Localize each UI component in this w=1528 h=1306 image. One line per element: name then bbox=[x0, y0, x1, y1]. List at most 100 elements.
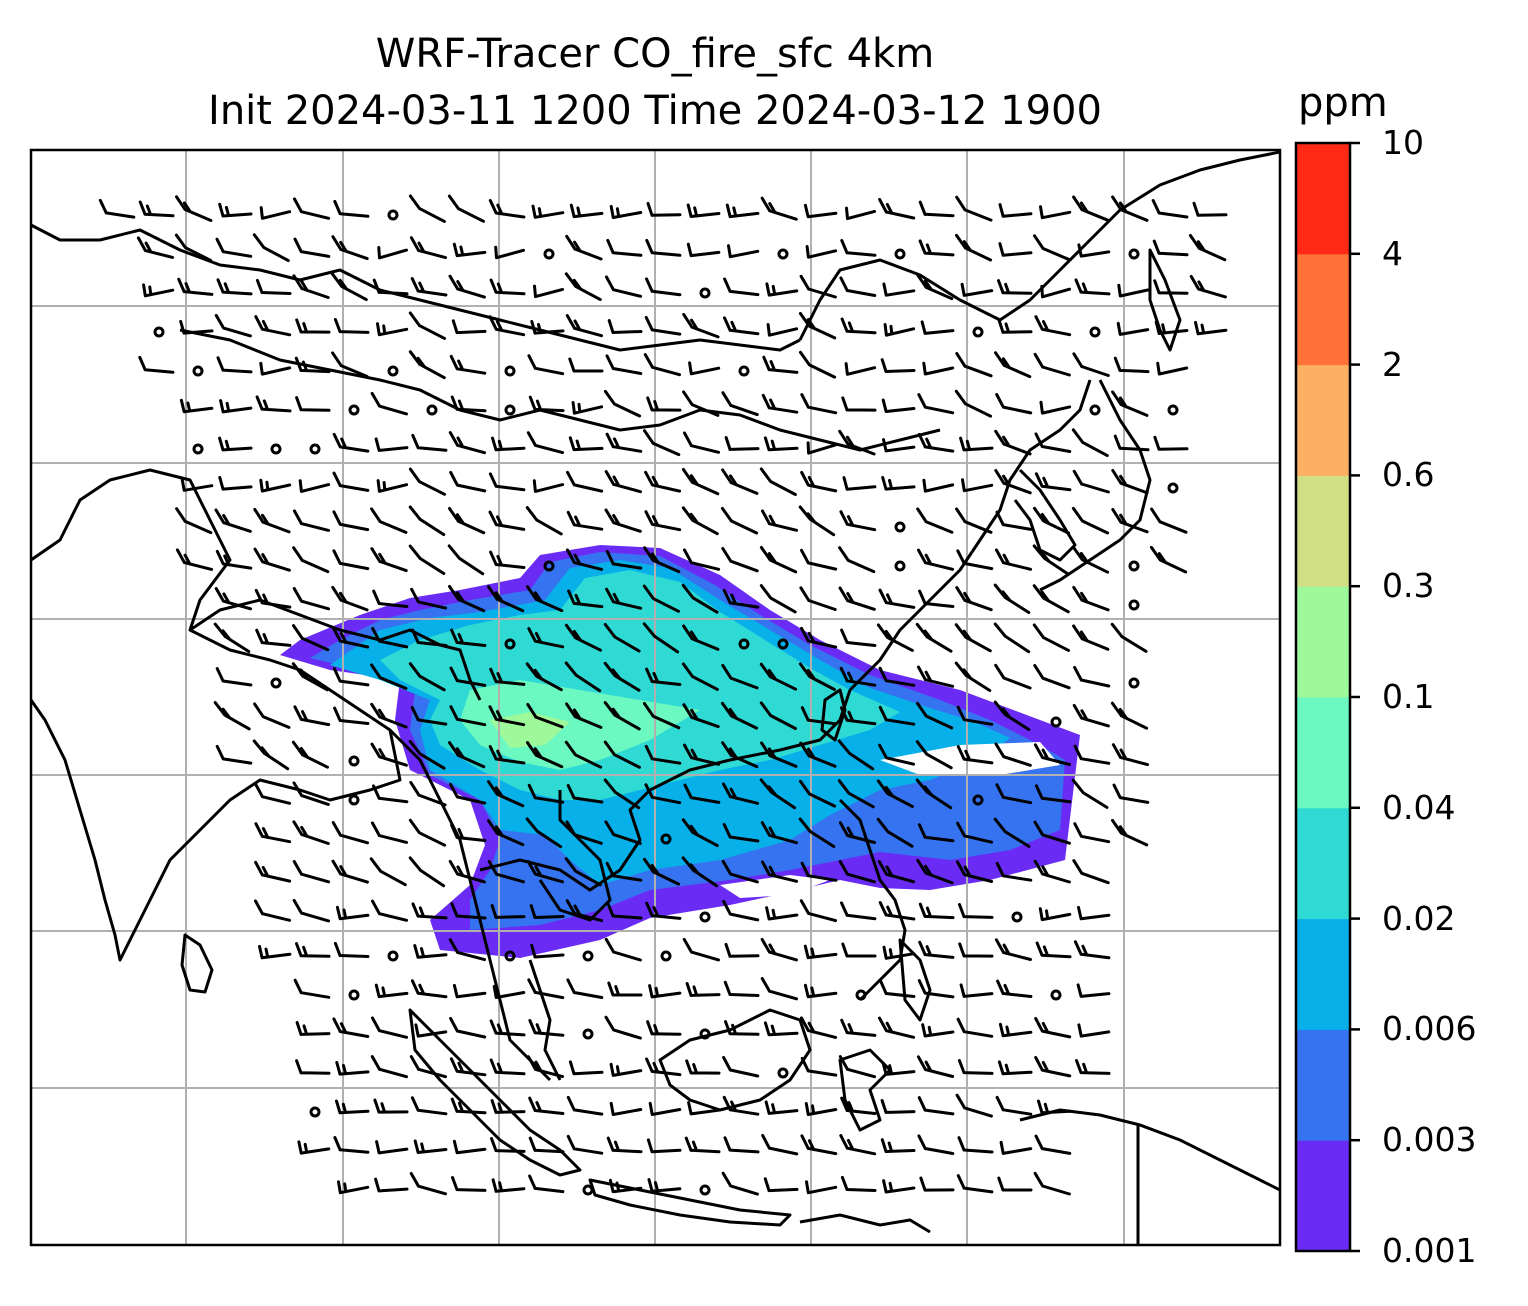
wind-barb bbox=[878, 588, 916, 609]
wind-barb bbox=[955, 1093, 993, 1118]
wind-barb bbox=[332, 471, 370, 492]
wind-barb bbox=[533, 284, 564, 299]
wind-barb bbox=[1113, 434, 1150, 452]
calm-wind-circle bbox=[777, 638, 789, 650]
wind-barb bbox=[1039, 205, 1072, 220]
wind-barb bbox=[568, 436, 604, 452]
wind-barb bbox=[681, 662, 719, 691]
wind-barb bbox=[995, 861, 1033, 882]
colorbar-tick-label: 0.6 bbox=[1382, 455, 1435, 495]
wind-barb bbox=[916, 273, 954, 301]
calm-wind-circle bbox=[504, 638, 516, 650]
wind-barb bbox=[996, 979, 1033, 998]
wind-barb bbox=[1113, 356, 1150, 374]
wind-barb bbox=[532, 479, 565, 493]
wind-barb bbox=[959, 436, 994, 452]
wind-barb bbox=[839, 276, 877, 297]
wind-barb bbox=[330, 272, 368, 302]
calm-wind-circle bbox=[1128, 677, 1140, 689]
wind-barb bbox=[447, 194, 485, 223]
wind-barb bbox=[723, 980, 760, 997]
colorbar-tick-label: 0.1 bbox=[1382, 677, 1435, 716]
calm-wind-circle bbox=[582, 1184, 594, 1196]
wind-barb bbox=[760, 821, 798, 845]
wind-barb bbox=[725, 203, 760, 219]
wind-barb bbox=[370, 702, 408, 729]
wind-barb bbox=[1071, 428, 1109, 458]
wind-barb bbox=[452, 242, 487, 258]
wind-barb bbox=[918, 589, 955, 608]
wind-barb bbox=[452, 983, 487, 999]
wind-barb bbox=[333, 1136, 370, 1154]
wind-barb bbox=[255, 395, 292, 413]
wind-barb bbox=[1073, 940, 1111, 960]
colorbar-segment bbox=[1296, 918, 1350, 1030]
wind-barb bbox=[845, 206, 876, 221]
wind-barb bbox=[993, 622, 1031, 654]
wind-barb bbox=[607, 981, 643, 997]
calm-wind-circle bbox=[1128, 248, 1140, 260]
wind-barb bbox=[961, 478, 994, 493]
wind-barb bbox=[609, 204, 643, 219]
map-frame bbox=[29, 148, 1282, 1247]
wind-barb bbox=[954, 661, 992, 692]
wind-barb bbox=[292, 624, 330, 652]
wind-barb bbox=[373, 1098, 409, 1114]
calm-wind-circle bbox=[699, 287, 711, 299]
wind-barb bbox=[763, 1021, 799, 1037]
wind-barb bbox=[956, 1174, 994, 1194]
wind-barb bbox=[722, 588, 760, 609]
wind-barb bbox=[487, 819, 525, 847]
wind-barb bbox=[759, 701, 797, 730]
wind-barb bbox=[1077, 905, 1111, 921]
wind-barb bbox=[298, 479, 331, 493]
wind-barb bbox=[295, 1059, 331, 1075]
colorbar-segment bbox=[1296, 253, 1350, 366]
colorbar-tick-label: 0.02 bbox=[1382, 898, 1456, 938]
wind-barb bbox=[254, 588, 292, 609]
wind-barb bbox=[1150, 507, 1188, 534]
colorbar-tick-label: 0.04 bbox=[1382, 787, 1456, 827]
calm-wind-circle bbox=[387, 365, 399, 377]
wind-barb bbox=[408, 818, 447, 847]
wind-barb bbox=[216, 356, 253, 374]
calm-wind-circle bbox=[1089, 404, 1101, 416]
wind-barb bbox=[722, 782, 760, 805]
wind-barb bbox=[804, 1102, 838, 1116]
wind-barb bbox=[569, 203, 604, 219]
wind-barb bbox=[1116, 321, 1150, 336]
wind-barb bbox=[919, 1176, 955, 1192]
wind-barb bbox=[136, 236, 175, 259]
wind-barb bbox=[409, 236, 447, 260]
wind-barb bbox=[564, 740, 603, 769]
wind-barb bbox=[1033, 859, 1071, 884]
wind-barb bbox=[603, 623, 641, 653]
wind-barb bbox=[530, 320, 565, 335]
calm-wind-circle bbox=[1167, 404, 1179, 416]
wind-barb bbox=[682, 937, 720, 962]
wind-barb bbox=[840, 901, 877, 921]
wind-barb bbox=[408, 311, 446, 340]
wind-barb bbox=[448, 741, 486, 769]
calm-wind-circle bbox=[387, 209, 399, 221]
wind-barb bbox=[526, 702, 564, 729]
wind-barb bbox=[565, 234, 603, 261]
wind-barb bbox=[644, 744, 682, 765]
wind-barb bbox=[494, 245, 525, 260]
wind-barb bbox=[216, 278, 253, 296]
calm-wind-circle bbox=[426, 404, 438, 416]
wind-barb bbox=[760, 977, 798, 1001]
wind-barb bbox=[759, 467, 797, 496]
calm-wind-circle bbox=[270, 443, 282, 455]
wind-barb bbox=[876, 817, 914, 848]
wind-barb bbox=[527, 783, 565, 804]
wind-barb bbox=[686, 242, 721, 258]
wind-barb bbox=[335, 905, 370, 921]
wind-barb bbox=[370, 663, 408, 690]
wind-barb bbox=[759, 546, 798, 574]
wind-barb bbox=[528, 395, 565, 413]
wind-barb bbox=[525, 817, 563, 849]
wind-barb bbox=[605, 587, 643, 610]
wind-barb bbox=[837, 779, 875, 809]
wind-barb bbox=[491, 436, 526, 452]
